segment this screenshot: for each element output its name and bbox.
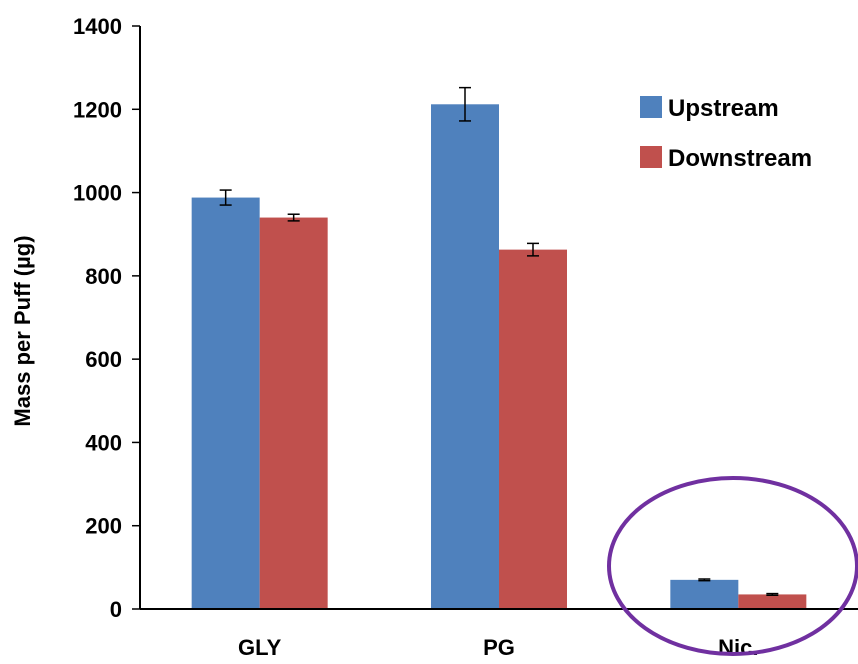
legend-swatch-upstream <box>640 96 662 118</box>
axes-layer <box>132 25 858 610</box>
error-bar <box>766 592 779 597</box>
legend-label-upstream: Upstream <box>668 95 779 122</box>
annotation-layer <box>607 476 858 656</box>
error-bar <box>698 578 711 582</box>
bar-upstream-gly <box>191 197 260 609</box>
legend-label-downstream: Downstream <box>668 145 812 172</box>
bars-layer <box>191 104 807 610</box>
y-tick-label: 1000 <box>73 181 122 206</box>
y-axis-title: Mass per Puff (µg) <box>10 235 35 426</box>
error-bar <box>287 213 300 222</box>
error-bar <box>219 189 232 206</box>
error-bars-layer <box>219 86 779 597</box>
legend-swatch-downstream <box>640 146 662 168</box>
y-tick-label: 0 <box>110 597 122 622</box>
error-bar <box>527 242 539 257</box>
error-bar <box>459 86 471 122</box>
highlight-ellipse <box>607 476 858 656</box>
x-category-label: Nic. <box>718 635 758 660</box>
bar-downstream-pg <box>499 249 567 610</box>
bar-upstream-nic <box>670 579 739 609</box>
y-tick-label: 1400 <box>73 14 122 39</box>
y-tick-label: 1200 <box>73 97 122 122</box>
y-tick-label: 800 <box>85 264 122 289</box>
bar-downstream-gly <box>259 217 328 610</box>
x-category-label: PG <box>483 635 515 660</box>
bar-upstream-pg <box>431 104 499 609</box>
x-category-label: GLY <box>238 635 282 660</box>
bar-downstream-nic <box>738 594 807 609</box>
y-tick-label: 200 <box>85 514 122 539</box>
y-tick-label: 600 <box>85 347 122 372</box>
legend: Upstream Downstream <box>640 95 812 172</box>
x-categories-layer: GLY PG Nic. <box>238 635 758 660</box>
y-ticks-layer: 0 200 400 600 800 1000 1200 1400 <box>73 14 122 622</box>
y-tick-label: 400 <box>85 430 122 455</box>
